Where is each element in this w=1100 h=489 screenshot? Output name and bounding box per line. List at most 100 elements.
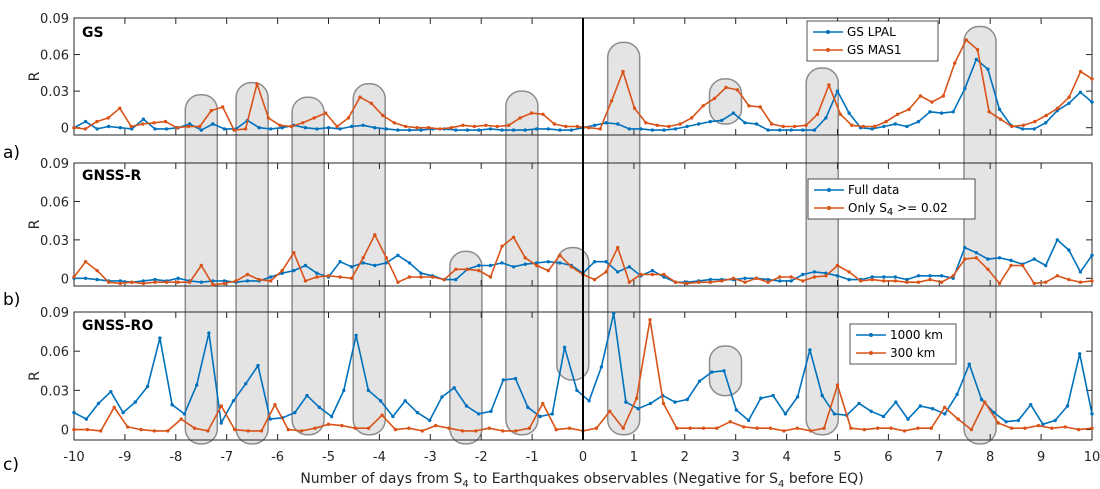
legend-marker — [826, 48, 830, 52]
data-point — [795, 426, 799, 430]
data-point — [893, 122, 897, 126]
data-point — [675, 426, 679, 430]
data-point — [1055, 274, 1060, 278]
data-point — [550, 412, 554, 416]
data-point — [655, 123, 659, 128]
data-point — [415, 410, 420, 415]
data-point — [688, 426, 692, 430]
data-point — [323, 111, 328, 115]
data-point — [153, 127, 157, 131]
legend-box — [849, 323, 957, 365]
data-point — [558, 253, 562, 257]
data-point — [313, 426, 317, 430]
data-point — [315, 127, 319, 131]
data-point — [130, 280, 134, 284]
data-point — [552, 122, 557, 126]
x-tick-label: 3 — [732, 450, 740, 465]
data-point — [953, 61, 957, 65]
data-point — [523, 256, 527, 260]
data-point — [673, 280, 678, 284]
legend-marker — [869, 351, 873, 355]
data-point — [728, 420, 732, 424]
data-point — [951, 110, 955, 114]
data-point — [419, 275, 423, 279]
data-point — [734, 408, 738, 412]
y-axis-label: R — [27, 71, 43, 81]
data-point — [233, 427, 237, 432]
data-point — [712, 96, 717, 101]
data-point — [1033, 119, 1037, 124]
data-point — [396, 128, 400, 132]
data-point — [801, 279, 805, 283]
data-point — [847, 277, 851, 282]
data-point — [207, 331, 211, 335]
data-point — [526, 405, 530, 409]
data-point — [125, 425, 130, 429]
data-point — [342, 388, 346, 393]
data-point — [759, 396, 763, 400]
data-point — [624, 400, 628, 404]
data-point — [955, 392, 959, 396]
highlight-oval — [235, 81, 269, 445]
panel-letter: b) — [3, 290, 20, 310]
data-point — [697, 280, 701, 284]
data-point — [280, 126, 284, 130]
legend-label: 300 km — [890, 346, 935, 360]
highlight-oval — [184, 94, 219, 445]
highlight-oval — [963, 25, 997, 445]
data-point — [905, 277, 909, 282]
data-point — [303, 126, 308, 130]
data-point — [1067, 277, 1071, 282]
data-point — [724, 85, 728, 90]
data-point — [708, 280, 712, 284]
data-point — [106, 116, 111, 120]
data-point — [465, 128, 469, 132]
data-point — [690, 116, 694, 120]
data-point — [905, 280, 909, 284]
data-point — [746, 418, 751, 423]
data-point — [300, 429, 304, 433]
data-point — [789, 279, 793, 283]
data-point — [1036, 423, 1041, 428]
data-point — [1020, 263, 1025, 268]
data-point — [346, 116, 351, 120]
panels-layer: 0 0.03 0.06 0.09 R GS a) GS LPAL GS MAS1 0 0.03 0.0… — [3, 12, 1094, 475]
data-point — [884, 119, 888, 124]
data-point — [754, 276, 759, 280]
data-point — [358, 95, 362, 99]
data-point — [326, 274, 331, 278]
data-point — [870, 277, 874, 282]
data-point — [783, 412, 788, 416]
data-point — [1029, 403, 1033, 407]
data-point — [608, 409, 612, 413]
y-tick-label: 0.09 — [40, 157, 69, 172]
data-point — [170, 403, 174, 407]
legend-marker — [826, 30, 830, 34]
data-point — [121, 410, 125, 415]
data-point — [1004, 420, 1008, 424]
data-point — [604, 260, 608, 264]
data-point — [766, 128, 770, 132]
data-point — [708, 119, 712, 124]
data-point — [755, 426, 759, 430]
data-point — [176, 280, 180, 284]
data-point — [538, 414, 542, 419]
y-tick-label: 0.06 — [40, 345, 69, 360]
data-point — [373, 233, 377, 237]
data-point — [246, 429, 250, 433]
data-point — [188, 280, 192, 284]
data-point — [488, 127, 493, 131]
data-point — [112, 405, 116, 409]
data-point — [1044, 113, 1048, 118]
data-point — [1023, 426, 1027, 430]
data-point — [326, 422, 331, 426]
data-point — [857, 401, 861, 406]
data-point — [109, 390, 113, 394]
data-point — [195, 383, 199, 387]
data-point — [164, 127, 169, 131]
data-point — [575, 124, 579, 129]
data-point — [918, 404, 922, 408]
x-tick-label: 10 — [1084, 450, 1100, 465]
data-point — [832, 412, 837, 416]
data-point — [916, 274, 921, 278]
